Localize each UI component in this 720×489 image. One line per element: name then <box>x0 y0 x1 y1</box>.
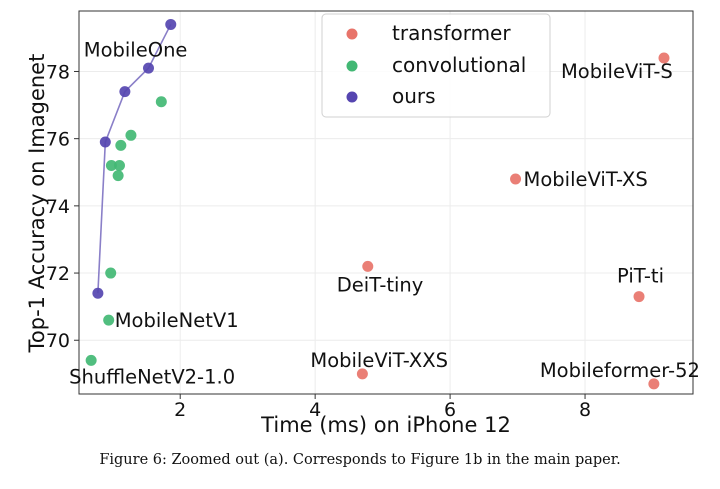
convolutional-point <box>105 160 117 172</box>
point-label: MobileViT-S <box>561 60 673 83</box>
y-tick-label: 74 <box>46 196 70 218</box>
convolutional-point <box>115 139 127 151</box>
point-label: DeiT-tiny <box>337 273 424 296</box>
ours-point <box>142 62 154 74</box>
legend-marker-convolutional <box>346 60 358 72</box>
point-label: MobileNetV1 <box>115 309 239 332</box>
figure-caption: Figure 6: Zoomed out (a). Corresponds to… <box>99 452 621 468</box>
ours-point <box>99 136 111 148</box>
legend-marker-ours <box>346 91 358 103</box>
y-tick-label: 76 <box>46 129 70 151</box>
plot-frame <box>78 10 694 395</box>
y-tick-label: 78 <box>46 61 70 83</box>
ours-point <box>165 18 177 30</box>
point-label: PiT-ti <box>617 265 664 288</box>
legend-label-convolutional: convolutional <box>392 53 526 77</box>
x-axis-title: Time (ms) on iPhone 12 <box>260 413 511 437</box>
convolutional-point <box>103 314 115 326</box>
convolutional-point <box>112 170 124 182</box>
x-tick-label: 8 <box>579 399 591 421</box>
transformer-point <box>633 291 645 303</box>
convolutional-point <box>113 160 125 172</box>
ours-point <box>92 287 104 299</box>
series-lines <box>97 24 172 294</box>
point-label: ShuffleNetV2-1.0 <box>69 365 235 388</box>
legend-marker-transformer <box>346 28 358 40</box>
legend-label-ours: ours <box>392 84 436 108</box>
transformer-point <box>510 173 522 185</box>
point-label: Mobileformer-52 <box>540 359 700 382</box>
data-points <box>85 18 670 390</box>
transformer-point <box>362 260 374 272</box>
transformer-point <box>356 368 368 380</box>
convolutional-point <box>125 129 137 141</box>
ours-point <box>119 86 131 98</box>
transformer-point <box>648 378 660 390</box>
legend-box <box>321 13 551 118</box>
annotations: MobileViT-S MobileViT-XS DeiT-tiny PiT-ti Mo… <box>69 38 700 388</box>
x-tick-label: 4 <box>309 399 321 421</box>
convolutional-point <box>85 354 97 366</box>
series-label: MobileOne <box>84 38 188 61</box>
legend-label-transformer: transformer <box>392 21 511 45</box>
y-tick-label: 72 <box>46 263 70 285</box>
transformer-point <box>658 52 670 64</box>
convolutional-point <box>105 267 117 279</box>
point-label: MobileViT-XS <box>524 168 648 191</box>
x-tick-label: 2 <box>174 399 186 421</box>
x-tick-label: 6 <box>444 399 456 421</box>
y-axis-title: Top-1 Accuracy on Imagenet <box>25 54 49 354</box>
convolutional-point <box>155 96 167 108</box>
ours-line <box>97 24 172 294</box>
legend: transformer convolutional ours <box>321 13 551 118</box>
point-label: MobileViT-XXS <box>310 349 448 372</box>
y-tick-label: 70 <box>46 330 70 352</box>
